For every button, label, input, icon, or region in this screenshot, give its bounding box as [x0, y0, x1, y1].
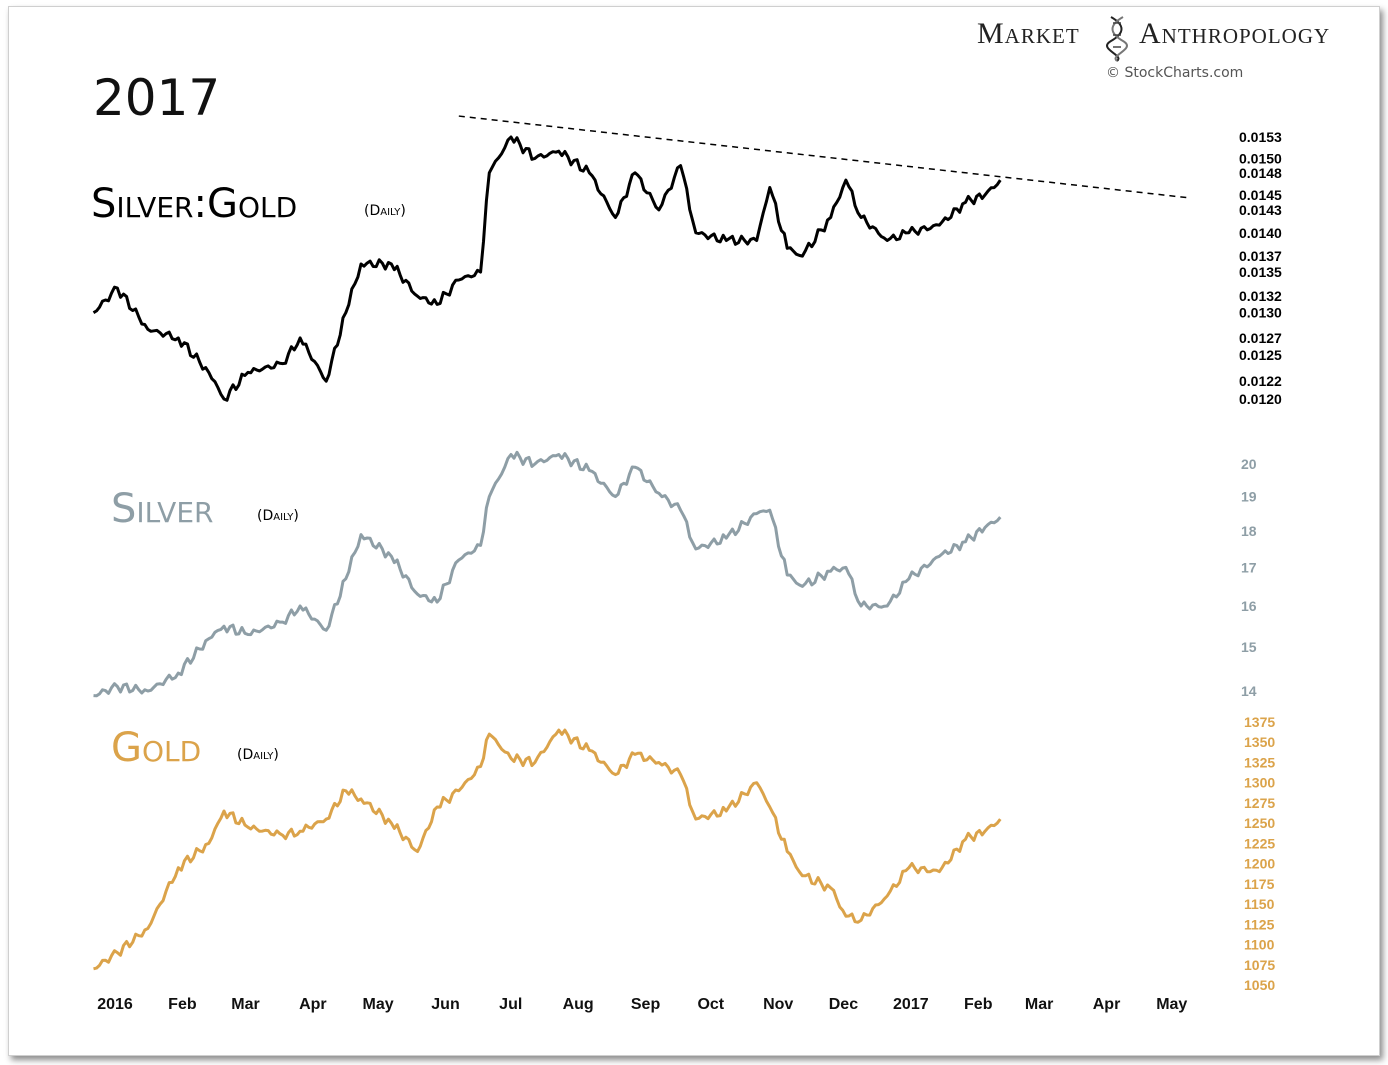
brand-name-right: Anthropology — [1139, 17, 1330, 50]
ratio-y-tick-label: 0.0125 — [1239, 347, 1282, 363]
x-tick-label: Dec — [829, 996, 858, 1013]
gold-y-tick-label: 1175 — [1244, 876, 1275, 892]
silver-y-tick-label: 18 — [1241, 523, 1257, 539]
ratio-y-tick-label: 0.0137 — [1239, 248, 1282, 264]
x-tick-label: Aug — [563, 996, 594, 1013]
x-tick-label: Oct — [697, 996, 724, 1013]
x-tick-label: Apr — [299, 996, 327, 1013]
gold-y-tick-label: 1125 — [1244, 916, 1275, 932]
silver-y-tick-label: 20 — [1241, 456, 1257, 472]
x-tick-label: Mar — [1025, 996, 1053, 1013]
ratio-series-line — [92, 135, 1002, 402]
silver-y-tick-label: 19 — [1241, 489, 1257, 505]
copyright-text: © StockCharts.com — [1106, 65, 1243, 81]
ratio-y-tick-label: 0.0135 — [1239, 264, 1282, 280]
silver-series-line — [93, 450, 1002, 698]
ratio-panel-title: Silver:Gold — [91, 181, 297, 227]
x-tick-label: May — [363, 996, 394, 1013]
silver-y-tick-label: 17 — [1241, 559, 1257, 575]
gold-y-tick-label: 1300 — [1244, 775, 1275, 791]
ratio-panel-subtitle: (Daily) — [364, 203, 406, 219]
ratio-y-tick-label: 0.0148 — [1239, 165, 1282, 181]
gold-y-tick-label: 1150 — [1244, 896, 1275, 912]
gold-y-tick-label: 1375 — [1244, 714, 1275, 730]
ratio-y-tick-label: 0.0143 — [1239, 202, 1282, 218]
x-tick-label: 2017 — [893, 996, 929, 1013]
gold-y-tick-label: 1275 — [1244, 795, 1275, 811]
ratio-y-tick-label: 0.0145 — [1239, 187, 1282, 203]
gold-panel-title: Gold — [111, 725, 201, 771]
x-tick-label: Jul — [499, 996, 522, 1013]
dna-helix-icon — [1106, 16, 1128, 62]
brand-name-left: Market — [977, 17, 1080, 50]
x-tick-label: Nov — [763, 996, 793, 1013]
x-tick-label: Mar — [231, 996, 259, 1013]
chart-canvas: 2017 Market Anthropology © StockCharts.c… — [91, 16, 1330, 1013]
silver-y-tick-label: 16 — [1241, 598, 1257, 614]
ratio-trendline — [458, 115, 1190, 199]
ratio-y-tick-label: 0.0153 — [1239, 129, 1282, 145]
x-tick-label: Sep — [631, 996, 661, 1013]
x-tick-label: Jun — [431, 996, 459, 1013]
gold-panel-subtitle: (Daily) — [237, 747, 279, 763]
ratio-y-tick-label: 0.0150 — [1239, 150, 1282, 166]
x-tick-label: 2016 — [97, 996, 133, 1013]
gold-y-tick-label: 1225 — [1244, 835, 1275, 851]
ratio-y-tick-label: 0.0130 — [1239, 305, 1282, 321]
gold-y-tick-label: 1350 — [1244, 734, 1275, 750]
x-tick-label: Apr — [1093, 996, 1121, 1013]
ratio-y-tick-label: 0.0132 — [1239, 288, 1282, 304]
gold-y-tick-label: 1075 — [1244, 957, 1275, 973]
gold-y-tick-label: 1250 — [1244, 815, 1275, 831]
gold-y-tick-label: 1050 — [1244, 977, 1275, 993]
year-title: 2017 — [93, 69, 220, 127]
gold-y-tick-label: 1200 — [1244, 856, 1275, 872]
x-tick-label: May — [1156, 996, 1187, 1013]
ratio-y-tick-label: 0.0127 — [1239, 330, 1282, 346]
silver-panel-subtitle: (Daily) — [257, 508, 299, 524]
plot-layer: 2016 Feb Mar Apr May Jun Jul Aug Sep Oct Nov Dec 201… — [92, 115, 1282, 1013]
gold-y-tick-label: 1100 — [1244, 937, 1275, 953]
silver-panel-title: Silver — [111, 486, 213, 532]
gold-y-tick-label: 1325 — [1244, 754, 1275, 770]
x-tick-label: Feb — [964, 996, 993, 1013]
x-tick-label: Feb — [168, 996, 197, 1013]
silver-y-tick-label: 15 — [1241, 639, 1257, 655]
silver-y-tick-label: 14 — [1241, 683, 1257, 699]
ratio-y-tick-label: 0.0120 — [1239, 391, 1282, 407]
ratio-y-tick-label: 0.0122 — [1239, 373, 1282, 389]
chart-frame: 2017 Market Anthropology © StockCharts.c… — [8, 6, 1380, 1056]
ratio-y-tick-label: 0.0140 — [1239, 225, 1282, 241]
gold-series-line — [93, 728, 1002, 971]
